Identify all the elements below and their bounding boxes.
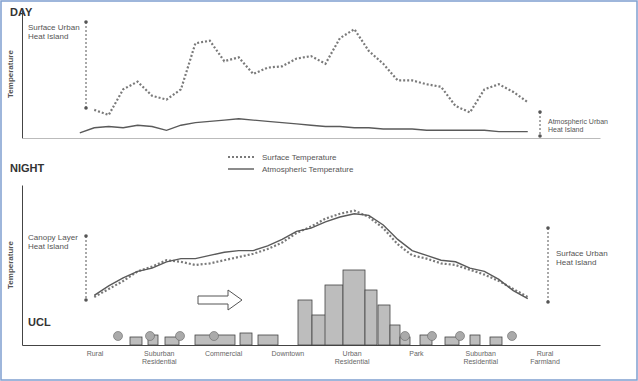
legend: Surface Temperature Atmospheric Temperatu… [228,153,354,174]
y-axis-line [22,11,23,139]
zone-label: Downtown [272,350,305,357]
zone-label: SuburbanResidential [463,350,498,365]
marker-end [538,110,542,114]
ucl-label: UCL [28,316,51,328]
tree [176,332,185,341]
building [470,335,480,345]
zone-label: RuralFarmland [530,350,560,365]
y-axis-line [22,186,23,346]
legend-label: Surface Temperature [262,153,337,162]
building [378,305,390,345]
heat-island-marker [86,22,87,108]
marker-end [84,20,88,24]
marker-end [546,226,550,230]
wind-arrow [198,290,242,310]
building [258,335,278,345]
annotation: Surface UrbanHeat Island [556,249,608,267]
zone-label: Commercial [205,350,243,357]
x-axis [23,345,601,346]
figure: DAY Temperature Surface UrbanHeat Island At… [0,0,638,381]
atmospheric-temperature-line [80,119,528,133]
marker-end [84,298,88,302]
heat-island-marker [86,236,87,300]
tree [114,332,123,341]
plot-area [80,29,528,133]
marker-end [538,134,542,138]
legend-swatch [228,168,254,169]
zone-label: Park [409,350,424,357]
panel-1: NIGHT Temperature Canopy LayerHeat Island S… [6,162,608,365]
zone-label: UrbanResidential [335,350,370,365]
tree [146,332,155,341]
building [298,300,312,345]
building [365,290,377,345]
building [490,337,502,345]
city-silhouette [114,270,517,345]
y-axis [22,186,23,346]
surface-temperature-line [94,29,528,115]
annotation: Atmospheric UrbanHeat Island [548,118,608,133]
building [130,337,142,345]
x-axis-line [23,345,601,346]
y-axis-title: Temperature [6,241,15,289]
tree [401,332,410,341]
building [390,325,400,345]
atmospheric-temperature-line [94,214,528,299]
zone-label: SuburbanResidential [142,350,177,365]
y-axis [22,11,23,139]
zone-label: Rural [87,350,104,357]
plot-area [94,211,528,299]
panel-title: DAY [10,6,33,18]
annotation: Canopy LayerHeat Island [28,233,78,251]
tree [210,332,219,341]
marker-end [84,106,88,110]
building [343,270,365,345]
x-axis [23,138,601,139]
building [312,315,326,345]
x-axis-line [23,138,601,139]
marker-end [84,234,88,238]
building [325,285,343,345]
tree [428,332,437,341]
tree [508,332,517,341]
background [0,0,638,381]
heat-island-marker [548,228,549,302]
legend-swatch [228,156,254,158]
building [240,333,252,345]
marker-end [546,300,550,304]
frame [1,1,637,380]
panel-title: NIGHT [10,162,45,174]
panel-0: DAY Temperature Surface UrbanHeat Island At… [6,6,608,174]
tree [456,332,465,341]
surface-temperature-line [94,211,528,297]
y-axis-title: Temperature [6,50,15,98]
heat-island-marker [540,112,541,136]
annotation: Surface UrbanHeat Island [28,23,80,41]
legend-label: Atmospheric Temperature [262,165,354,174]
